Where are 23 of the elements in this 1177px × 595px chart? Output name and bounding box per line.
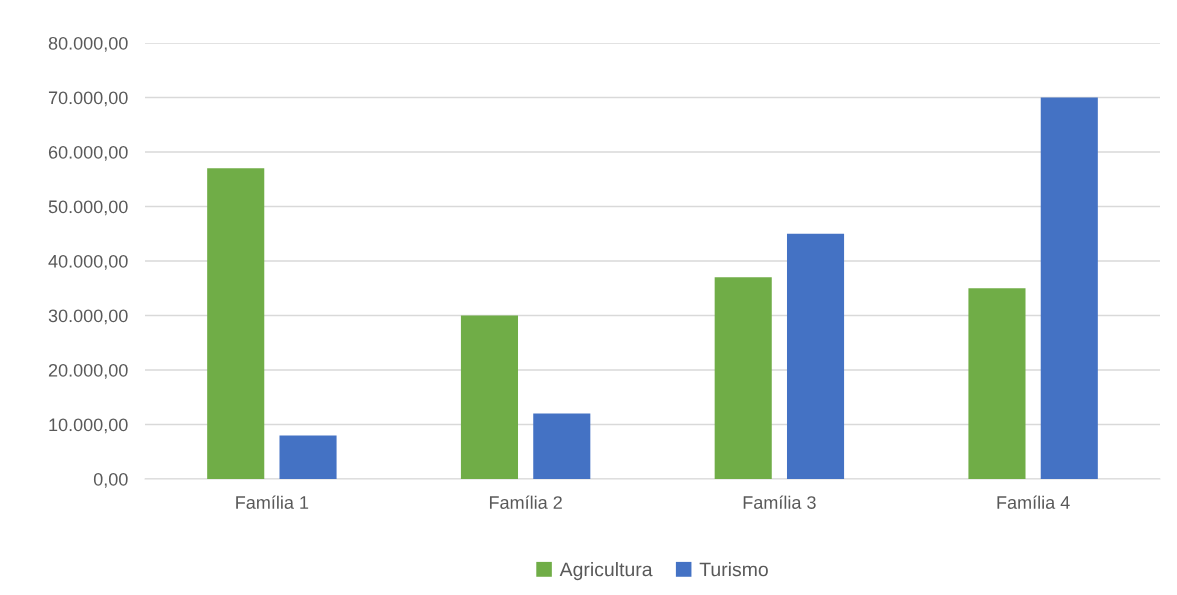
- bar: [786, 233, 845, 479]
- bar: [533, 413, 591, 479]
- bar: [207, 168, 265, 479]
- y-tick-label: 0,00: [93, 472, 128, 488]
- legend-label: Turismo: [699, 562, 768, 577]
- y-tick-label: 30.000,00: [48, 309, 128, 325]
- y-tick-label: 50.000,00: [48, 200, 128, 216]
- bar: [1040, 97, 1098, 479]
- bar: [968, 288, 1026, 479]
- y-tick-label: 60.000,00: [48, 145, 128, 161]
- x-tick-label: Família 1: [236, 495, 309, 509]
- y-tick-label: 10.000,00: [49, 418, 128, 434]
- bar: [714, 277, 772, 479]
- y-tick-label: 70.000,00: [48, 91, 128, 107]
- y-tick-label: 40.000,00: [48, 254, 128, 270]
- legend-label: Agricultura: [559, 562, 653, 581]
- bar: [460, 315, 519, 479]
- x-tick-label: Família 2: [489, 495, 562, 509]
- y-tick-label: 20.000,00: [48, 363, 128, 379]
- y-tick-label: 80.000,00: [48, 36, 128, 52]
- x-tick-label: Família 3: [743, 495, 816, 509]
- bar: [279, 435, 337, 479]
- x-tick-label: Família 4: [997, 495, 1070, 509]
